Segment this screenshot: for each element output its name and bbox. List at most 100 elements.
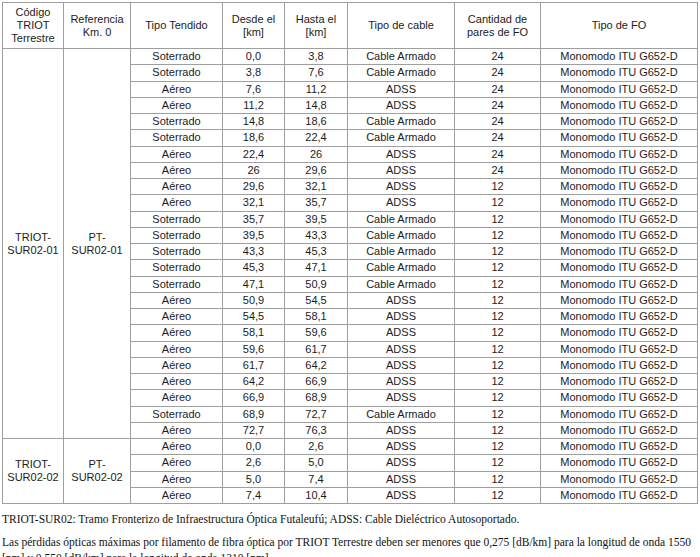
cell-hasta-km: 7,4 <box>285 471 348 487</box>
cell-tipo-cable: ADSS <box>348 97 455 113</box>
cell-hasta-km: 2,6 <box>285 439 348 455</box>
cell-desde-km: 0,0 <box>223 49 285 65</box>
cell-tipo-cable: ADSS <box>348 439 455 455</box>
cell-tipo-fo: Monomodo ITU G652-D <box>541 227 698 243</box>
cell-tipo-cable: ADSS <box>348 341 455 357</box>
col-header-tipo-cable: Tipo de cable <box>348 3 455 49</box>
cell-pares-fo: 24 <box>455 81 541 97</box>
cell-tipo-tendido: Aéreo <box>131 357 223 373</box>
cell-desde-km: 64,2 <box>223 374 285 390</box>
cell-tipo-tendido: Aéreo <box>131 162 223 178</box>
cell-referencia: PT- SUR02-02 <box>64 439 131 504</box>
cell-referencia: PT- SUR02-01 <box>64 49 131 439</box>
cell-hasta-km: 32,1 <box>285 179 348 195</box>
cell-tipo-cable: Cable Armado <box>348 227 455 243</box>
header-row: Código TRIOT Terrestre Referencia Km. 0 … <box>3 3 698 49</box>
cell-tipo-cable: ADSS <box>348 81 455 97</box>
table-body: TRIOT- SUR02-01PT- SUR02-01Soterrado0,03… <box>3 49 698 504</box>
cell-tipo-tendido: Soterrado <box>131 65 223 81</box>
cell-tipo-fo: Monomodo ITU G652-D <box>541 422 698 438</box>
cell-tipo-tendido: Aéreo <box>131 439 223 455</box>
col-header-tipo-fo: Tipo de FO <box>541 3 698 49</box>
footnote-abbreviations: TRIOT-SUR02: Tramo Fronterizo de Infraes… <box>2 511 699 527</box>
cell-tipo-tendido: Soterrado <box>131 211 223 227</box>
cell-hasta-km: 61,7 <box>285 341 348 357</box>
cell-hasta-km: 39,5 <box>285 211 348 227</box>
cell-tipo-tendido: Aéreo <box>131 292 223 308</box>
cell-hasta-km: 54,5 <box>285 292 348 308</box>
cell-tipo-tendido: Soterrado <box>131 406 223 422</box>
fiber-segments-table: Código TRIOT Terrestre Referencia Km. 0 … <box>2 2 698 504</box>
cell-tipo-tendido: Soterrado <box>131 114 223 130</box>
cell-tipo-fo: Monomodo ITU G652-D <box>541 487 698 503</box>
cell-pares-fo: 24 <box>455 49 541 65</box>
col-header-desde-km: Desde el [km] <box>223 3 285 49</box>
cell-tipo-cable: ADSS <box>348 195 455 211</box>
cell-tipo-cable: ADSS <box>348 471 455 487</box>
cell-hasta-km: 14,8 <box>285 97 348 113</box>
cell-tipo-tendido: Aéreo <box>131 97 223 113</box>
cell-tipo-fo: Monomodo ITU G652-D <box>541 49 698 65</box>
cell-desde-km: 7,4 <box>223 487 285 503</box>
cell-hasta-km: 47,1 <box>285 260 348 276</box>
cell-tipo-tendido: Aéreo <box>131 487 223 503</box>
cell-tipo-tendido: Soterrado <box>131 244 223 260</box>
cell-tipo-fo: Monomodo ITU G652-D <box>541 292 698 308</box>
cell-pares-fo: 12 <box>455 439 541 455</box>
cell-pares-fo: 12 <box>455 260 541 276</box>
table-row: TRIOT- SUR02-01PT- SUR02-01Soterrado0,03… <box>3 49 698 65</box>
cell-tipo-cable: Cable Armado <box>348 211 455 227</box>
cell-hasta-km: 76,3 <box>285 422 348 438</box>
cell-tipo-cable: ADSS <box>348 374 455 390</box>
cell-tipo-cable: ADSS <box>348 162 455 178</box>
cell-tipo-tendido: Soterrado <box>131 260 223 276</box>
cell-tipo-cable: ADSS <box>348 146 455 162</box>
col-header-hasta-km: Hasta el [km] <box>285 3 348 49</box>
cell-desde-km: 22,4 <box>223 146 285 162</box>
cell-desde-km: 18,6 <box>223 130 285 146</box>
cell-pares-fo: 12 <box>455 179 541 195</box>
cell-desde-km: 35,7 <box>223 211 285 227</box>
cell-pares-fo: 24 <box>455 162 541 178</box>
cell-hasta-km: 26 <box>285 146 348 162</box>
cell-codigo-triot: TRIOT- SUR02-01 <box>3 49 64 439</box>
cell-pares-fo: 12 <box>455 309 541 325</box>
cell-desde-km: 5,0 <box>223 471 285 487</box>
cell-tipo-tendido: Aéreo <box>131 341 223 357</box>
col-header-codigo-triot-terrestre: Código TRIOT Terrestre <box>3 3 64 49</box>
cell-pares-fo: 12 <box>455 406 541 422</box>
cell-tipo-fo: Monomodo ITU G652-D <box>541 471 698 487</box>
cell-desde-km: 14,8 <box>223 114 285 130</box>
cell-tipo-fo: Monomodo ITU G652-D <box>541 276 698 292</box>
col-header-tipo-tendido: Tipo Tendido <box>131 3 223 49</box>
cell-hasta-km: 3,8 <box>285 49 348 65</box>
cell-desde-km: 58,1 <box>223 325 285 341</box>
cell-tipo-cable: ADSS <box>348 487 455 503</box>
footnote-optical-losses: Las pérdidas ópticas máximas por filamen… <box>2 534 699 557</box>
table-row: TRIOT- SUR02-02PT- SUR02-02Aéreo0,02,6AD… <box>3 439 698 455</box>
cell-tipo-fo: Monomodo ITU G652-D <box>541 455 698 471</box>
cell-pares-fo: 24 <box>455 114 541 130</box>
cell-tipo-cable: ADSS <box>348 325 455 341</box>
cell-desde-km: 61,7 <box>223 357 285 373</box>
cell-hasta-km: 59,6 <box>285 325 348 341</box>
cell-tipo-cable: Cable Armado <box>348 244 455 260</box>
cell-tipo-tendido: Aéreo <box>131 309 223 325</box>
cell-tipo-fo: Monomodo ITU G652-D <box>541 162 698 178</box>
cell-desde-km: 54,5 <box>223 309 285 325</box>
cell-tipo-cable: Cable Armado <box>348 130 455 146</box>
cell-desde-km: 32,1 <box>223 195 285 211</box>
cell-tipo-fo: Monomodo ITU G652-D <box>541 325 698 341</box>
cell-pares-fo: 12 <box>455 211 541 227</box>
cell-desde-km: 45,3 <box>223 260 285 276</box>
cell-desde-km: 3,8 <box>223 65 285 81</box>
cell-desde-km: 11,2 <box>223 97 285 113</box>
cell-tipo-cable: ADSS <box>348 179 455 195</box>
cell-tipo-tendido: Soterrado <box>131 276 223 292</box>
cell-tipo-tendido: Aéreo <box>131 455 223 471</box>
cell-tipo-fo: Monomodo ITU G652-D <box>541 146 698 162</box>
cell-desde-km: 7,6 <box>223 81 285 97</box>
cell-tipo-cable: ADSS <box>348 455 455 471</box>
cell-pares-fo: 12 <box>455 244 541 260</box>
cell-pares-fo: 12 <box>455 357 541 373</box>
